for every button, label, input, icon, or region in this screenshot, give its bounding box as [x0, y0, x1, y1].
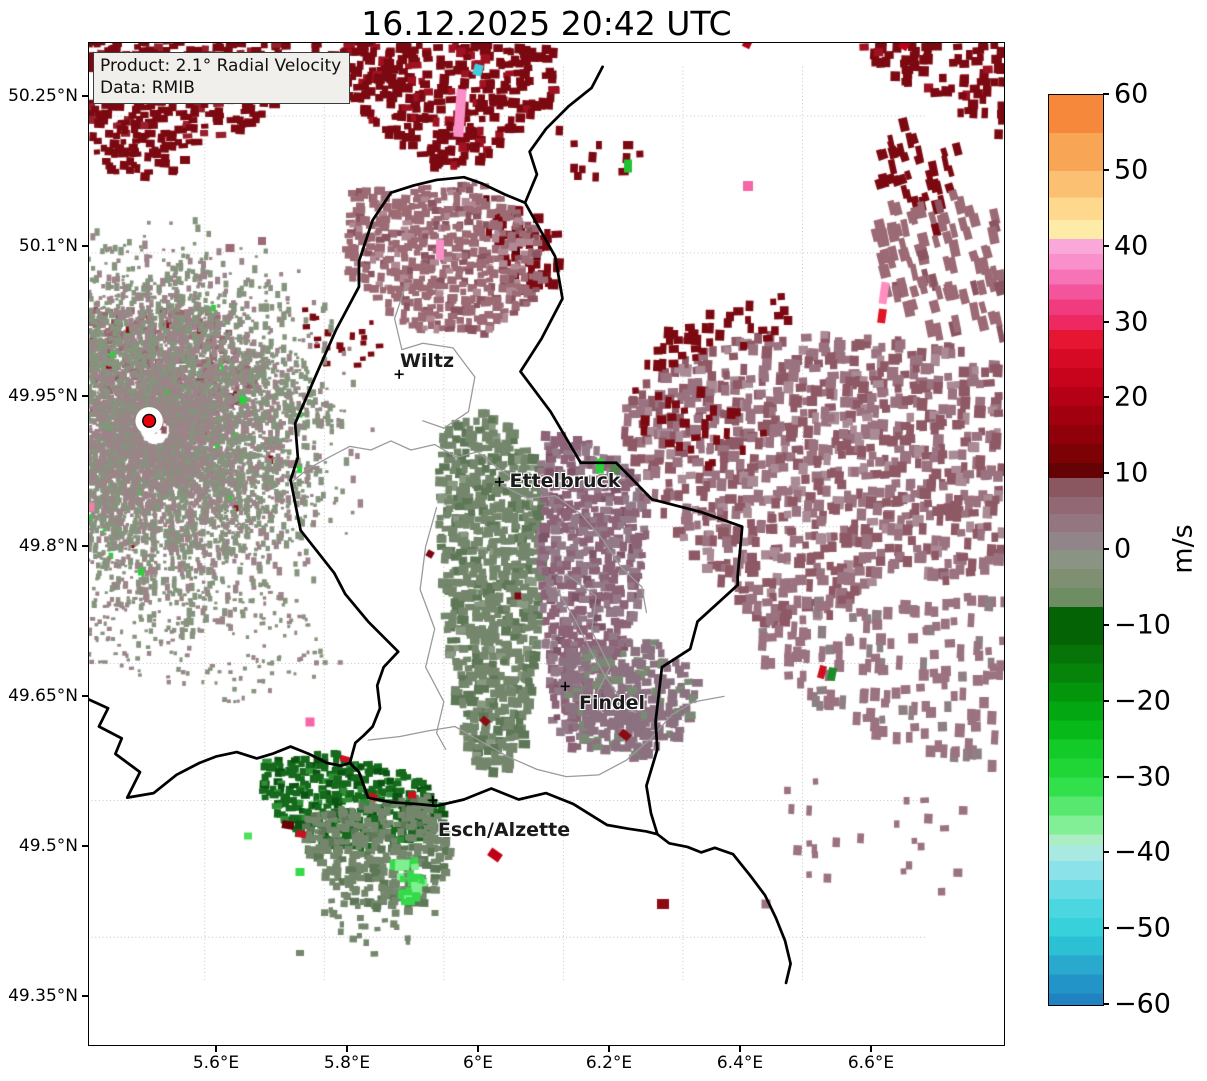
- colorbar-tick-mark: [1103, 396, 1109, 399]
- y-tick-mark: [82, 545, 88, 547]
- x-tick-label: 6.4°E: [716, 1053, 764, 1073]
- y-tick-mark: [82, 395, 88, 397]
- colorbar-tick-mark: [1103, 472, 1109, 475]
- colorbar-tick-label: 30: [1114, 306, 1149, 337]
- colorbar-tick-mark: [1103, 927, 1109, 930]
- y-tick-label: 49.35°N: [8, 986, 78, 1006]
- y-tick-mark: [82, 845, 88, 847]
- y-tick-label: 49.5°N: [18, 836, 78, 856]
- colorbar-tick-label: 0: [1114, 533, 1132, 565]
- timestamp-title: 16.12.2025 20:42 UTC: [361, 4, 732, 43]
- colorbar-tick-mark: [1103, 93, 1109, 95]
- map-plot-area: Wiltz Ettelbruck Findel Esch/Alzette Produc…: [88, 42, 1005, 1046]
- colorbar-tick-label: 20: [1114, 381, 1149, 413]
- borders-layer: [88, 65, 792, 985]
- city-label-wiltz: Wiltz: [399, 350, 455, 372]
- x-tick-label: 6.6°E: [847, 1053, 895, 1073]
- city-label-ettelbruck: Ettelbruck: [509, 470, 621, 492]
- colorbar-tick-mark: [1103, 548, 1109, 550]
- y-tick-label: 50.25°N: [8, 86, 78, 106]
- city-label-esch-alzette: Esch/Alzette: [437, 819, 571, 841]
- colorbar-tick-label: −50: [1114, 912, 1171, 944]
- colorbar-tick-label: 10: [1114, 457, 1149, 489]
- y-tick-label: 50.1°N: [18, 236, 78, 256]
- colorbar-tick-label: 50: [1114, 154, 1149, 186]
- x-tick-mark: [346, 1046, 348, 1052]
- x-tick-label: 5.8°E: [323, 1053, 371, 1073]
- x-tick-mark: [477, 1046, 479, 1052]
- colorbar-tick-mark: [1103, 699, 1109, 702]
- colorbar-tick-label: 60: [1114, 78, 1149, 110]
- x-tick-mark: [739, 1046, 741, 1052]
- y-tick-mark: [82, 245, 88, 247]
- y-tick-mark: [82, 95, 88, 97]
- x-tick-label: 6.2°E: [585, 1053, 633, 1073]
- colorbar-tick-mark: [1103, 775, 1109, 778]
- colorbar-tick-mark: [1103, 244, 1109, 247]
- x-tick-mark: [870, 1046, 872, 1052]
- x-tick-label: 6°E: [462, 1053, 494, 1073]
- colorbar-tick-label: −10: [1114, 609, 1171, 641]
- colorbar-tick-label: −30: [1114, 761, 1171, 792]
- colorbar-tick-label: −20: [1114, 685, 1171, 717]
- y-tick-mark: [82, 695, 88, 697]
- city-label-findel: Findel: [578, 692, 646, 714]
- radar-site-dot: [142, 413, 157, 428]
- x-tick-mark: [215, 1046, 217, 1052]
- colorbar-tick-mark: [1103, 623, 1109, 626]
- colorbar-tick-mark: [1103, 168, 1109, 171]
- colorbar-tick-mark: [1103, 320, 1109, 323]
- y-tick-label: 49.95°N: [8, 386, 78, 406]
- radar-data-canvas: [88, 42, 1005, 1046]
- product-line: Product: 2.1° Radial Velocity: [100, 56, 342, 76]
- colorbar-gradient: [1048, 94, 1104, 1006]
- y-tick-label: 49.65°N: [8, 686, 78, 706]
- y-tick-label: 49.8°N: [18, 536, 78, 556]
- product-info-box: Product: 2.1° Radial Velocity Data: RMIB: [93, 52, 351, 105]
- x-tick-mark: [608, 1046, 610, 1052]
- y-tick-mark: [82, 995, 88, 997]
- data-source-line: Data: RMIB: [100, 78, 195, 99]
- x-tick-label: 5.6°E: [192, 1053, 240, 1073]
- colorbar-unit-label: m/s: [1167, 524, 1199, 574]
- colorbar-tick-mark: [1103, 1003, 1109, 1005]
- colorbar-tick-label: −60: [1114, 988, 1171, 1020]
- colorbar-tick-label: −40: [1114, 836, 1171, 868]
- colorbar-tick-mark: [1103, 851, 1109, 854]
- colorbar-tick-label: 40: [1114, 230, 1149, 262]
